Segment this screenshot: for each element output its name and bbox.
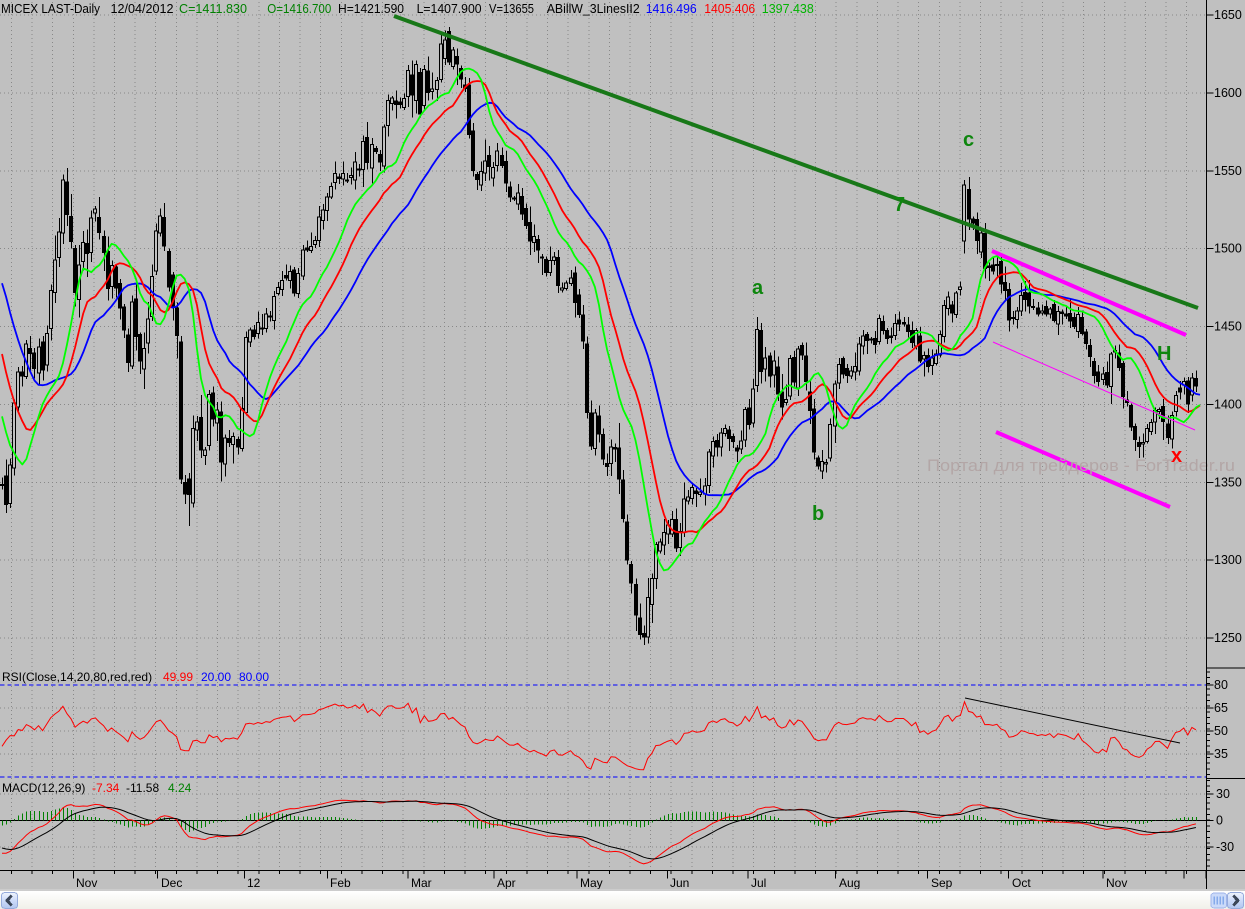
svg-text:Mar: Mar <box>411 876 432 890</box>
svg-text:May: May <box>580 876 603 890</box>
svg-text:Aug: Aug <box>839 876 860 890</box>
svg-text:35: 35 <box>1214 747 1228 761</box>
svg-text:b: b <box>812 503 824 525</box>
svg-text:Портал для трейдеров - ForTrad: Портал для трейдеров - ForTrader.ru <box>927 456 1235 475</box>
svg-text:L=1407.900: L=1407.900 <box>417 1 482 16</box>
svg-text:-30: -30 <box>1216 840 1234 854</box>
svg-text:20.00: 20.00 <box>201 670 231 684</box>
svg-text:O=1416.700: O=1416.700 <box>267 1 331 16</box>
svg-text:Oct: Oct <box>1012 876 1031 890</box>
svg-text:-7.34: -7.34 <box>92 781 120 795</box>
svg-text:65: 65 <box>1214 701 1228 715</box>
svg-text:ABillW_3LinesII2: ABillW_3LinesII2 <box>547 1 640 16</box>
svg-text:Dec: Dec <box>161 876 182 890</box>
svg-text:Sep: Sep <box>931 876 953 890</box>
svg-text:c: c <box>963 129 974 151</box>
svg-text:12: 12 <box>247 876 261 890</box>
svg-text:7: 7 <box>894 194 905 216</box>
svg-text:1250: 1250 <box>1214 631 1242 645</box>
svg-text:x: x <box>1171 445 1182 467</box>
svg-text:H: H <box>1157 343 1171 365</box>
svg-text:1350: 1350 <box>1214 475 1242 489</box>
svg-text:80: 80 <box>1214 678 1228 692</box>
svg-text:1416.496: 1416.496 <box>646 1 697 16</box>
svg-text:1400: 1400 <box>1214 397 1242 411</box>
svg-text:1405.406: 1405.406 <box>704 1 755 16</box>
svg-text:MICEX LAST-Daily: MICEX LAST-Daily <box>1 1 100 16</box>
svg-text:80.00: 80.00 <box>239 670 269 684</box>
svg-text:1600: 1600 <box>1214 86 1242 100</box>
svg-text:Apr: Apr <box>497 876 516 890</box>
svg-text:1450: 1450 <box>1214 320 1242 334</box>
svg-text:RSI(Close,14,20,80,red,red): RSI(Close,14,20,80,red,red) <box>2 670 152 684</box>
svg-text:Jul: Jul <box>751 876 766 890</box>
svg-text:a: a <box>752 277 764 299</box>
svg-text:1500: 1500 <box>1214 242 1242 256</box>
svg-text:Feb: Feb <box>330 876 351 890</box>
svg-text:V=13655: V=13655 <box>489 1 534 16</box>
svg-text:1550: 1550 <box>1214 164 1242 178</box>
svg-text:50: 50 <box>1214 724 1228 738</box>
svg-text:H=1421.590: H=1421.590 <box>338 1 404 16</box>
svg-text:49.99: 49.99 <box>163 670 193 684</box>
svg-text:MACD(12,26,9): MACD(12,26,9) <box>2 781 85 795</box>
svg-text:0: 0 <box>1216 814 1223 828</box>
svg-text:12/04/2012: 12/04/2012 <box>111 1 174 16</box>
svg-text:Nov: Nov <box>1106 876 1127 890</box>
svg-text:Nov: Nov <box>76 876 97 890</box>
svg-text:C=1411.830: C=1411.830 <box>179 1 247 16</box>
svg-text:1650: 1650 <box>1214 8 1242 22</box>
svg-text:1300: 1300 <box>1214 553 1242 567</box>
svg-text:-11.58: -11.58 <box>126 781 159 795</box>
svg-text:4.24: 4.24 <box>168 781 192 795</box>
svg-text:30: 30 <box>1216 787 1230 801</box>
svg-text:Jun: Jun <box>670 876 689 890</box>
svg-text:1397.438: 1397.438 <box>762 1 814 16</box>
